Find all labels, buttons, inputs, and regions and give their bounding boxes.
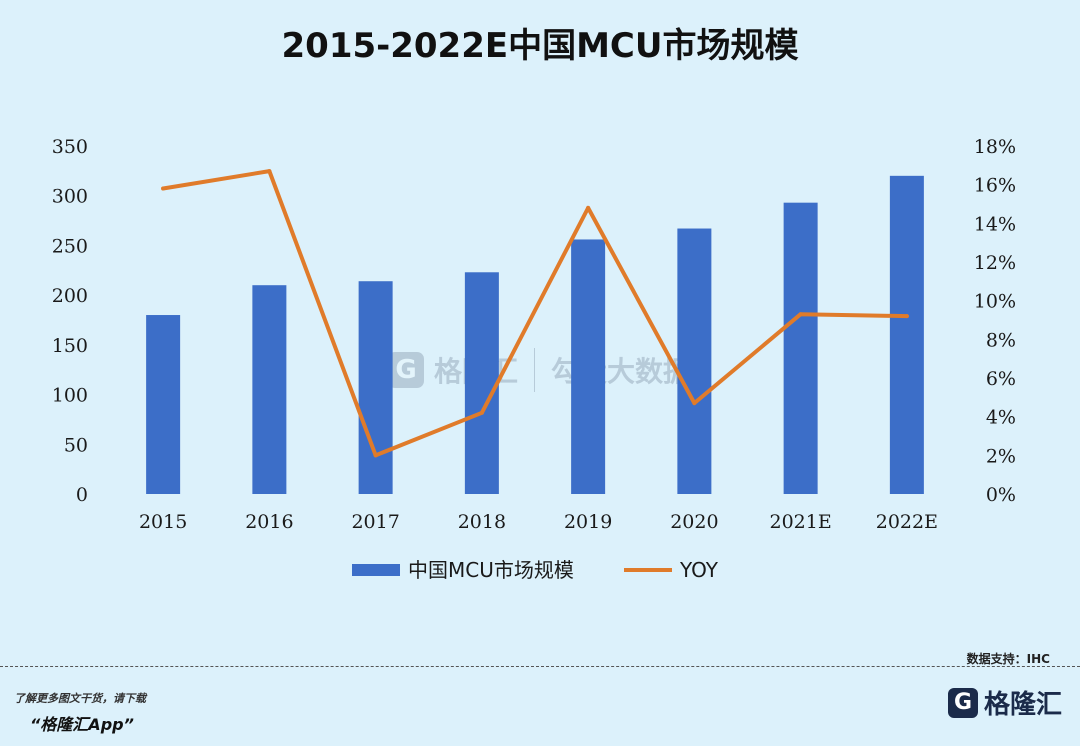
yoy-point-2020 xyxy=(692,401,697,406)
left-tick-label: 250 xyxy=(52,235,88,257)
watermark-divider xyxy=(534,348,536,392)
right-tick-label: 16% xyxy=(974,175,1016,197)
bar-2019 xyxy=(571,239,606,494)
data-source: 数据支持：IHC xyxy=(966,652,1050,666)
yoy-point-2018 xyxy=(479,410,484,415)
right-tick-label: 8% xyxy=(986,329,1016,351)
bar-2015 xyxy=(146,315,181,494)
watermark-logo-icon: G xyxy=(388,352,424,388)
left-tick-label: 0 xyxy=(76,484,88,506)
bar-2022E xyxy=(889,175,924,495)
x-tick-label: 2018 xyxy=(458,511,506,533)
bar-2020 xyxy=(677,228,712,495)
x-tick-label: 2016 xyxy=(245,511,293,533)
x-tick-label: 2017 xyxy=(351,511,399,533)
right-tick-label: 4% xyxy=(986,407,1016,429)
yoy-point-2015 xyxy=(161,186,166,191)
line-layer xyxy=(161,169,909,458)
x-tick-label: 2020 xyxy=(670,511,718,533)
brand-logo-icon: G xyxy=(947,687,978,718)
left-tick-label: 350 xyxy=(52,136,88,158)
chart-canvas: 0 50 100 150 200 250 300 350 0% 2% 4% 6% 8% 10% 12% 14… xyxy=(52,136,1016,582)
legend-bar-label: 中国MCU市场规模 xyxy=(408,558,574,582)
yoy-point-2021E xyxy=(798,312,803,317)
legend-bar-swatch xyxy=(352,564,400,576)
promo-text: 了解更多图文干货，请下载 xyxy=(14,692,146,705)
left-tick-label: 300 xyxy=(52,186,88,208)
right-tick-label: 0% xyxy=(986,484,1016,506)
bar-2021E xyxy=(783,202,818,494)
right-tick-label: 14% xyxy=(974,213,1016,235)
right-tick-label: 6% xyxy=(986,368,1016,390)
x-tick-label: 2015 xyxy=(139,511,187,533)
bar-2017 xyxy=(358,281,393,494)
x-axis-ticks: 2015 2016 2017 2018 2019 2020 2021E 2022E xyxy=(139,511,938,533)
promo-app-name: “格隆汇App” xyxy=(30,715,134,734)
left-tick-label: 100 xyxy=(52,385,88,407)
left-tick-label: 50 xyxy=(64,434,88,456)
legend: 中国MCU市场规模 YOY xyxy=(352,558,719,582)
right-tick-label: 12% xyxy=(974,252,1016,274)
footer-divider xyxy=(0,666,1080,667)
x-tick-label: 2021E xyxy=(770,511,832,533)
left-tick-label: 200 xyxy=(52,285,88,307)
yoy-point-2019 xyxy=(586,205,591,210)
left-tick-label: 150 xyxy=(52,335,88,357)
yoy-point-2022E xyxy=(904,314,909,319)
x-tick-label: 2019 xyxy=(564,511,612,533)
yoy-point-2016 xyxy=(267,169,272,174)
right-tick-label: 18% xyxy=(974,136,1016,158)
legend-line-label: YOY xyxy=(679,558,719,582)
bar-2018 xyxy=(464,272,499,494)
chart-title: 2015-2022E中国MCU市场规模 xyxy=(281,26,799,66)
bars-layer xyxy=(146,175,924,495)
yoy-point-2017 xyxy=(373,453,378,458)
brand: G 格隆汇 xyxy=(947,684,1062,721)
right-axis-ticks: 0% 2% 4% 6% 8% 10% 12% 14% 16% 18% xyxy=(974,136,1016,506)
brand-name: 格隆汇 xyxy=(983,690,1062,720)
left-axis-ticks: 0 50 100 150 200 250 300 350 xyxy=(52,136,88,506)
x-tick-label: 2022E xyxy=(876,511,938,533)
yoy-line xyxy=(161,169,909,458)
bar-2016 xyxy=(252,285,287,494)
right-tick-label: 2% xyxy=(986,445,1016,467)
right-tick-label: 10% xyxy=(974,291,1016,313)
